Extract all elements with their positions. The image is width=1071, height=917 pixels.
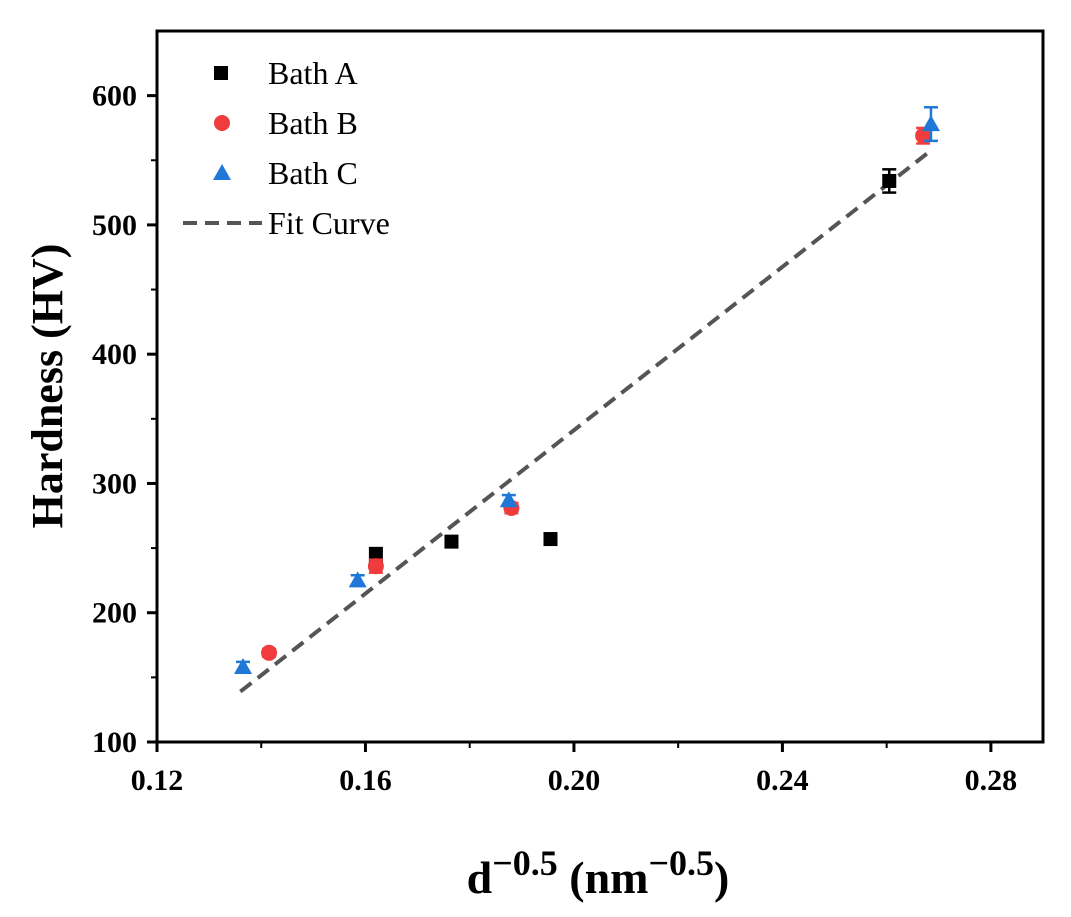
data-point-bath-c	[499, 491, 518, 508]
data-point-bath-a	[444, 534, 459, 549]
data-point-bath-b	[367, 558, 384, 575]
data-point-bath-c	[348, 571, 367, 588]
x-tick-label: 0.16	[339, 764, 392, 797]
data-point-bath-a	[882, 173, 897, 188]
fit-curve-line	[239, 150, 930, 694]
data-point-bath-a	[543, 532, 558, 547]
x-axis-ticks: 0.12 0.16 0.20 0.24 0.28	[131, 742, 1017, 797]
x-axis-title-base: d	[467, 852, 493, 903]
legend-item-bath-a: Bath A	[214, 55, 358, 91]
x-axis-title: d−0.5 (nm−0.5)	[467, 843, 730, 903]
y-tick-label: 600	[92, 80, 137, 113]
legend-item-bath-c: Bath C	[213, 155, 358, 191]
y-tick-label: 100	[92, 726, 137, 759]
y-tick-label: 500	[92, 209, 137, 242]
x-axis-title-unit-close: )	[714, 852, 729, 903]
data-point-bath-c	[921, 115, 940, 132]
fit-curve-layer	[239, 150, 930, 694]
y-axis-ticks: 100 200 300 400 500 600	[92, 80, 157, 759]
legend-marker-square	[214, 66, 228, 80]
x-tick-label: 0.12	[131, 764, 184, 797]
legend-marker-triangle	[213, 164, 231, 180]
x-axis-title-unit-exponent: −0.5	[649, 843, 715, 883]
legend-item-fit-curve: Fit Curve	[183, 205, 390, 241]
y-axis-title: Hardness (HV)	[23, 244, 72, 529]
legend: Bath A Bath B Bath C Fit Curve	[183, 55, 390, 241]
x-axis-title-unit: (nm	[558, 852, 649, 903]
data-point-bath-b	[261, 644, 278, 661]
x-axis-title-base-exponent: −0.5	[492, 843, 558, 883]
legend-marker-circle	[214, 115, 230, 131]
legend-label-fit-curve: Fit Curve	[268, 205, 390, 241]
y-tick-label: 200	[92, 597, 137, 630]
legend-label-bath-a: Bath A	[268, 55, 358, 91]
x-tick-label: 0.24	[756, 764, 809, 797]
legend-label-bath-c: Bath C	[268, 155, 358, 191]
data-point-bath-c	[233, 658, 252, 675]
y-tick-label: 300	[92, 467, 137, 500]
data-points-layer	[233, 106, 940, 675]
x-tick-label: 0.20	[548, 764, 601, 797]
legend-item-bath-b: Bath B	[214, 105, 358, 141]
legend-label-bath-b: Bath B	[268, 105, 358, 141]
y-tick-label: 400	[92, 338, 137, 371]
x-tick-label: 0.28	[965, 764, 1018, 797]
plot-frame	[155, 29, 1045, 744]
